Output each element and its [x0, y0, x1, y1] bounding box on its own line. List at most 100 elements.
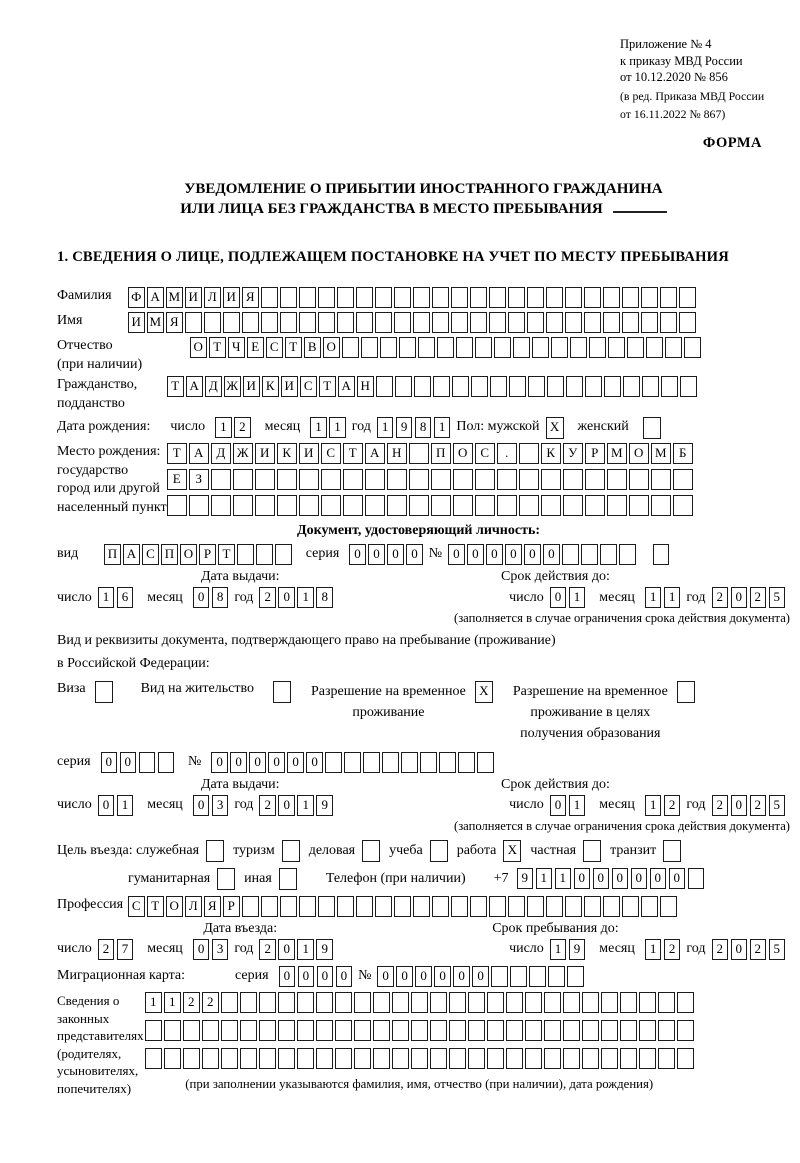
doc-number-extra-cell[interactable] [652, 544, 670, 566]
visa-checkbox[interactable] [94, 680, 113, 703]
char-cell[interactable]: 9 [568, 938, 586, 960]
temp-residence-checkbox[interactable]: X [474, 680, 493, 703]
char-cell[interactable] [589, 337, 606, 359]
char-cell[interactable] [508, 312, 525, 334]
char-cell[interactable]: Ж [224, 375, 241, 397]
char-cell[interactable]: Ф [128, 287, 145, 309]
char-cell[interactable] [658, 991, 675, 1013]
char-cell[interactable] [661, 375, 678, 397]
char-cell[interactable] [629, 468, 649, 490]
char-cell[interactable]: X [545, 416, 564, 439]
char-cell[interactable]: 0 [268, 751, 285, 773]
char-cell[interactable] [570, 337, 587, 359]
char-cell[interactable] [620, 991, 637, 1013]
char-cell[interactable]: Л [204, 287, 221, 309]
char-cell[interactable]: С [266, 337, 283, 359]
char-cell[interactable]: Ч [228, 337, 245, 359]
char-cell[interactable] [411, 1019, 428, 1041]
char-cell[interactable] [321, 494, 341, 516]
char-cell[interactable] [585, 494, 605, 516]
char-cell[interactable]: 0 [278, 965, 296, 987]
char-cell[interactable]: З [189, 468, 209, 490]
char-cell[interactable]: X [503, 839, 522, 862]
char-cell[interactable]: С [321, 442, 341, 464]
char-cell[interactable] [639, 991, 656, 1013]
char-cell[interactable]: Т [218, 544, 235, 566]
char-cell[interactable] [223, 312, 240, 334]
char-cell[interactable]: О [629, 442, 649, 464]
char-cell[interactable]: 2 [749, 938, 766, 960]
char-cell[interactable] [608, 337, 625, 359]
char-cell[interactable] [316, 1019, 333, 1041]
char-cell[interactable] [458, 751, 475, 773]
char-cell[interactable] [641, 312, 658, 334]
char-cell[interactable]: 0 [730, 938, 747, 960]
char-cell[interactable] [365, 468, 385, 490]
char-cell[interactable] [582, 1047, 599, 1069]
char-cell[interactable] [387, 468, 407, 490]
char-cell[interactable]: И [128, 312, 145, 334]
birthplace-cells-row3[interactable] [167, 494, 693, 516]
char-cell[interactable]: 2 [97, 938, 115, 960]
char-cell[interactable] [489, 895, 506, 917]
char-cell[interactable] [233, 468, 253, 490]
char-cell[interactable] [354, 1047, 371, 1069]
char-cell[interactable] [185, 312, 202, 334]
char-cell[interactable] [451, 287, 468, 309]
char-cell[interactable]: 0 [230, 751, 247, 773]
char-cell[interactable]: 0 [287, 751, 304, 773]
char-cell[interactable] [297, 1047, 314, 1069]
char-cell[interactable] [451, 312, 468, 334]
char-cell[interactable]: 6 [116, 587, 134, 609]
char-cell[interactable] [487, 1019, 504, 1041]
char-cell[interactable] [527, 312, 544, 334]
char-cell[interactable] [167, 494, 187, 516]
char-cell[interactable]: 0 [100, 751, 118, 773]
char-cell[interactable]: Т [167, 375, 184, 397]
char-cell[interactable]: А [338, 375, 355, 397]
char-cell[interactable]: 9 [316, 794, 333, 816]
char-cell[interactable] [525, 991, 542, 1013]
char-cell[interactable]: 0 [396, 965, 413, 987]
char-cell[interactable] [639, 1019, 656, 1041]
char-cell[interactable] [651, 494, 671, 516]
char-cell[interactable] [677, 991, 694, 1013]
char-cell[interactable]: Т [319, 375, 336, 397]
char-cell[interactable]: 0 [192, 587, 210, 609]
char-cell[interactable]: 8 [414, 417, 432, 439]
char-cell[interactable] [202, 1047, 219, 1069]
char-cell[interactable] [490, 375, 507, 397]
char-cell[interactable] [673, 494, 693, 516]
char-cell[interactable] [356, 312, 373, 334]
char-cell[interactable] [491, 965, 508, 987]
char-cell[interactable] [532, 337, 549, 359]
char-cell[interactable] [471, 375, 488, 397]
char-cell[interactable] [525, 1047, 542, 1069]
purpose-private-checkbox[interactable] [583, 839, 602, 862]
char-cell[interactable]: X [474, 680, 493, 703]
char-cell[interactable] [432, 312, 449, 334]
char-cell[interactable]: Я [242, 287, 259, 309]
char-cell[interactable]: 1 [97, 587, 115, 609]
char-cell[interactable] [449, 1047, 466, 1069]
char-cell[interactable] [468, 1047, 485, 1069]
char-cell[interactable]: 2 [663, 938, 681, 960]
char-cell[interactable] [316, 991, 333, 1013]
char-cell[interactable]: К [262, 375, 279, 397]
char-cell[interactable] [642, 416, 661, 439]
char-cell[interactable]: 0 [549, 587, 567, 609]
char-cell[interactable] [508, 895, 525, 917]
char-cell[interactable] [392, 1047, 409, 1069]
char-cell[interactable] [566, 375, 583, 397]
char-cell[interactable] [567, 965, 584, 987]
char-cell[interactable] [399, 337, 416, 359]
char-cell[interactable]: 0 [730, 587, 747, 609]
